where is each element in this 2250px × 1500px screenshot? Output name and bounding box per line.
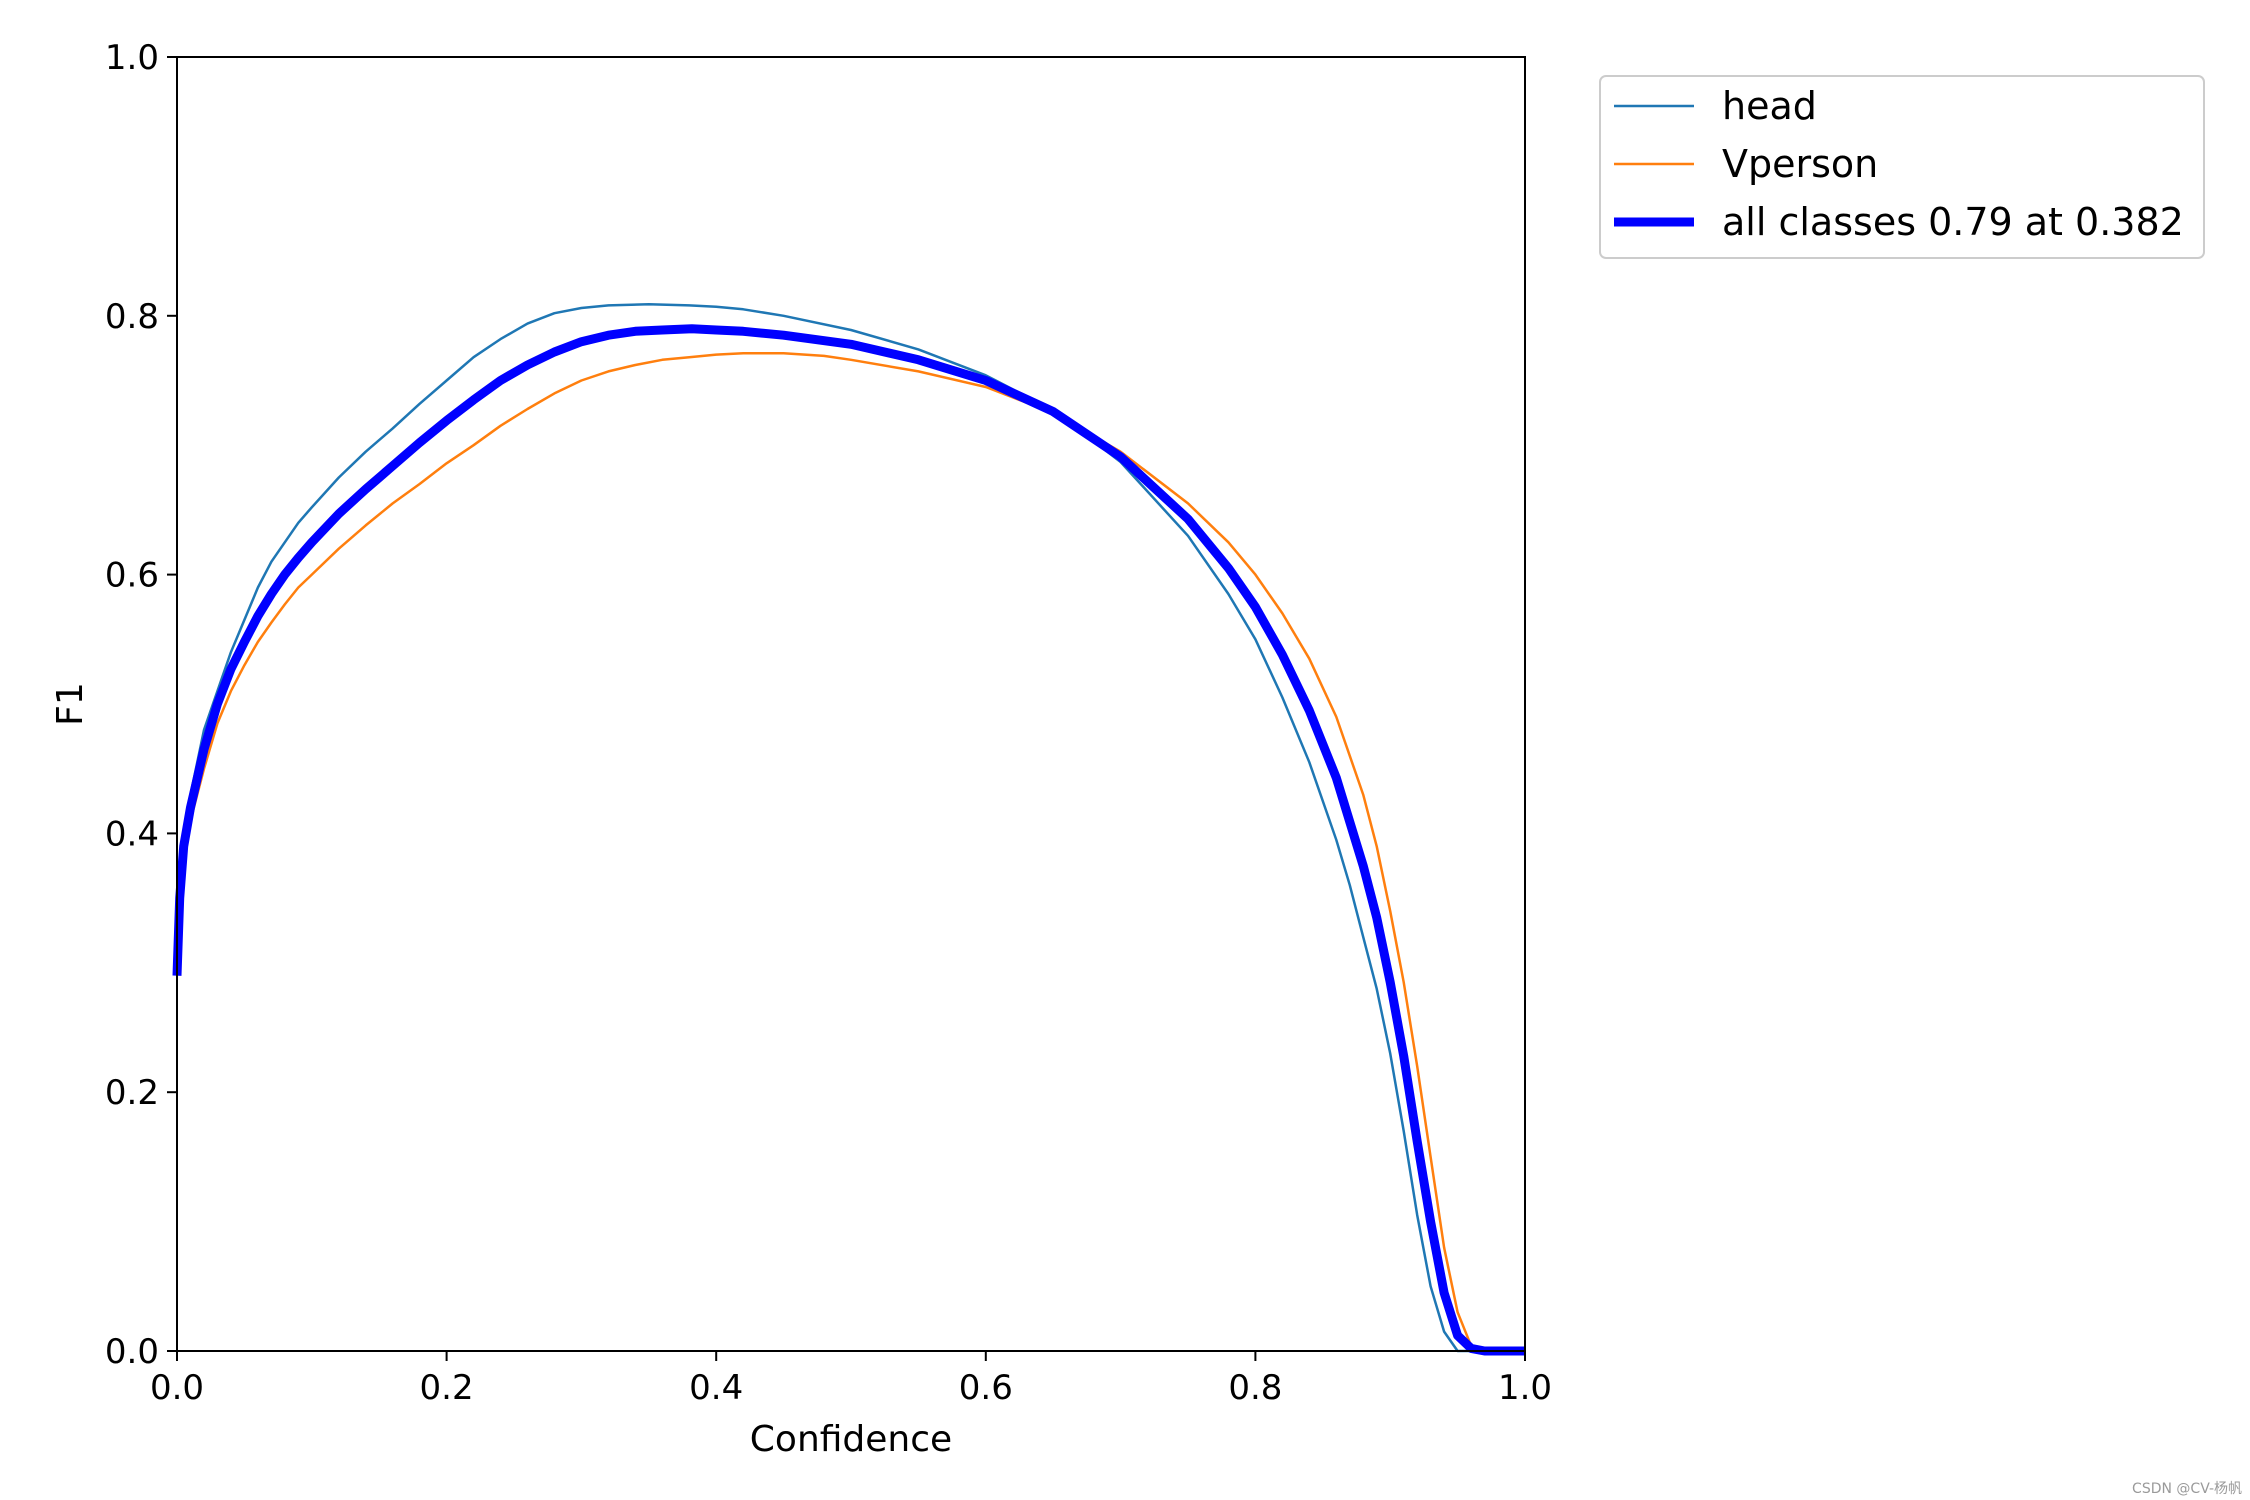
watermark: CSDN @CV-杨帆 [2132, 1481, 2242, 1497]
axes-frame [176, 56, 1526, 1352]
x-tick-label: 0.6 [959, 1368, 1013, 1408]
y-tick-label: 0.4 [105, 814, 159, 854]
y-tick-label: 0.6 [105, 556, 159, 596]
legend-label: Vperson [1722, 142, 1878, 186]
series-line-2 [172, 324, 1525, 1356]
legend-items: head Vperson all classes 0.79 at 0.382 [1614, 84, 2184, 244]
legend-label: head [1722, 84, 1817, 128]
y-axis-title: F1 [50, 682, 91, 726]
x-tick-label: 0.0 [150, 1368, 204, 1408]
x-axis-title: Confidence [750, 1419, 952, 1460]
x-tick-label: 0.2 [420, 1368, 474, 1408]
x-tick-label: 0.4 [689, 1368, 743, 1408]
y-tick-label: 0.2 [105, 1073, 159, 1113]
y-tick-label: 0.8 [105, 297, 159, 337]
legend-label: all classes 0.79 at 0.382 [1722, 200, 2184, 244]
x-tick-label: 1.0 [1498, 1368, 1552, 1408]
y-tick-label: 1.0 [105, 38, 159, 78]
legend-box [1599, 75, 2205, 259]
series-line-0 [175, 302, 1525, 1353]
y-tick-label: 0.0 [105, 1332, 159, 1372]
x-tick-label: 0.8 [1228, 1368, 1282, 1408]
legend: head Vperson all classes 0.79 at 0.382 [1599, 75, 2205, 259]
x-axis-ticks: 0.0 0.2 0.4 0.6 0.8 1.0 [150, 1351, 1552, 1408]
y-axis-ticks: 0.0 0.2 0.4 0.6 0.8 1.0 [105, 38, 177, 1372]
curves-layer [172, 302, 1525, 1356]
plot-area [172, 56, 1526, 1356]
series-line-1 [175, 352, 1525, 1353]
